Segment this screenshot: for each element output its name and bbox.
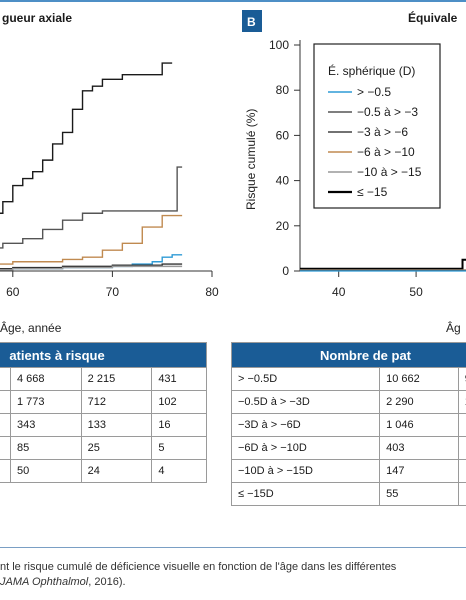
table-cell: −6D à > −10D [231, 436, 381, 460]
table-right-header: Nombre de pat [231, 342, 466, 368]
table-cell: 85 [10, 436, 82, 460]
panel-a-x-tick-label: 70 [106, 285, 120, 299]
panel-a-plot: 60 70 80 [0, 62, 219, 299]
table-cell: 147 [379, 459, 459, 483]
table-cell: 431 [151, 367, 207, 391]
table-row: −3D à > −6D 1 046 [231, 413, 466, 437]
table-row: 4 668 2 215 431 [0, 367, 207, 391]
caption-journal: JAMA Ophthalmol [0, 576, 89, 588]
legend-entry-label: −6 à > −10 [357, 145, 415, 159]
table-cell: 4 [151, 459, 207, 483]
table-cell [457, 482, 466, 506]
panel-a-series-line [0, 265, 183, 271]
table-row: 85 25 5 [0, 436, 207, 460]
table-cell: 1 [457, 390, 466, 414]
table-cell: 1 773 [10, 390, 82, 414]
table-cell [0, 413, 11, 437]
table-cell [0, 459, 11, 483]
table-left-header: atients à risque [0, 342, 207, 368]
table-cell [0, 390, 11, 414]
legend-entry-label: −3 à > −6 [357, 125, 408, 139]
panel-b-y-tick-label: 20 [276, 219, 290, 233]
chart-canvas: gueur axiale Âge, année 60 70 80 B Équival… [0, 10, 466, 335]
caption-line-2: JAMA Ophthalmol, 2016). [0, 575, 466, 590]
table-row: −10D à > −15D 147 [231, 459, 466, 483]
panel-b-title: Équivale [408, 10, 458, 25]
panel-b-y-axis-title: Risque cumulé (%) [244, 109, 258, 210]
table-cell: 102 [151, 390, 207, 414]
panel-a-x-tick-label: 60 [6, 285, 20, 299]
table-cell: −10D à > −15D [231, 459, 381, 483]
table-row: 343 133 16 [0, 413, 207, 437]
figure-caption: nt le risque cumulé de déficience visuel… [0, 560, 466, 590]
table-cell [457, 459, 466, 483]
panel-a-series-line [0, 214, 183, 265]
table-cell [0, 436, 11, 460]
legend-entry-label: −0.5 à > −3 [357, 105, 418, 119]
table-cell: > −0.5D [231, 367, 381, 391]
panel-b-x-tick-label: 40 [332, 285, 346, 299]
panel-a-series-line [0, 62, 173, 214]
table-row: 1 773 712 102 [0, 390, 207, 414]
panel-a-x-axis-title: Âge, année [0, 320, 62, 335]
caption-year: , 2016). [88, 576, 126, 588]
panel-b-y-tick-label: 80 [276, 83, 290, 97]
panel-b-y-tick-label: 100 [269, 38, 289, 52]
panel-b-x-tick-label: 50 [409, 285, 423, 299]
table-cell: 25 [80, 436, 153, 460]
panel-b-badge-label: B [247, 15, 256, 29]
table-cell: 2 215 [80, 367, 153, 391]
table-cell: 24 [80, 459, 153, 483]
panel-a-title: gueur axiale [2, 11, 72, 25]
table-cell: 133 [80, 413, 153, 437]
panel-b-series-line [300, 258, 466, 270]
table-cell: 10 662 [379, 367, 459, 391]
legend-entry-label: −10 à > −15 [357, 165, 422, 179]
panel-b-badge [242, 10, 262, 32]
table-cell [0, 367, 11, 391]
panel-b-y-tick-label: 0 [282, 264, 289, 278]
panel-b-plot: 0 20 40 60 80 100 40 50 [269, 38, 466, 299]
table-row: 50 24 4 [0, 459, 207, 483]
caption-line-1: nt le risque cumulé de déficience visuel… [0, 561, 397, 573]
table-cell: 712 [80, 390, 153, 414]
table-cell: 16 [151, 413, 207, 437]
table-cell: −3D à > −6D [231, 413, 381, 437]
legend-entry-label: > −0.5 [357, 85, 391, 99]
panel-a-series-line [0, 166, 183, 249]
table-left-container: atients à risque 4 668 2 215 431 1 773 712 10… [0, 342, 207, 544]
table-row: −0.5D à > −3D2 2901 [231, 390, 466, 414]
legend-box [313, 43, 441, 209]
patients-at-risk-table: atients à risque 4 668 2 215 431 1 773 712 10… [0, 342, 207, 483]
panel-b-x-axis-title: Âg [446, 320, 461, 335]
table-cell: 5 [151, 436, 207, 460]
table-cell: 9 [457, 367, 466, 391]
table-cell: −0.5D à > −3D [231, 390, 381, 414]
legend: É. sphérique (D) > −0.5 −0.5 à > −3 −3 à > … [313, 43, 441, 209]
table-cell: 403 [379, 436, 459, 460]
table-row: ≤ −15D 55 [231, 482, 466, 506]
table-cell: 1 046 [379, 413, 459, 437]
table-cell [457, 436, 466, 460]
panel-a-x-tick-label: 80 [205, 285, 219, 299]
table-cell [457, 413, 466, 437]
legend-title: É. sphérique (D) [328, 63, 415, 78]
table-cell: 55 [379, 482, 459, 506]
panel-b-y-tick-label: 40 [276, 174, 290, 188]
table-cell: 50 [10, 459, 82, 483]
panel-b-y-tick-label: 60 [276, 128, 290, 142]
table-cell: 2 290 [379, 390, 459, 414]
legend-entry-label: ≤ −15 [357, 185, 388, 199]
table-cell: 4 668 [10, 367, 82, 391]
table-cell: 343 [10, 413, 82, 437]
table-cell: ≤ −15D [231, 482, 381, 506]
table-row: −6D à > −10D 403 [231, 436, 466, 460]
